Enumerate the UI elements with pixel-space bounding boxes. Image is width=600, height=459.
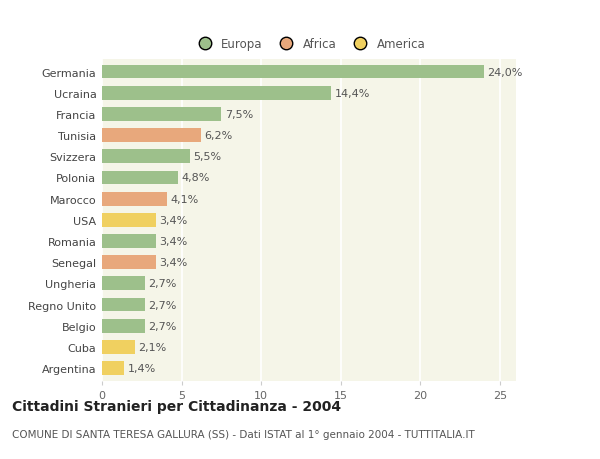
Bar	[102, 171, 178, 185]
Bar	[102, 192, 167, 206]
Bar	[102, 87, 331, 101]
Bar	[102, 129, 201, 143]
Text: 3,4%: 3,4%	[160, 215, 188, 225]
Text: 24,0%: 24,0%	[487, 67, 523, 78]
Text: 14,4%: 14,4%	[334, 89, 370, 99]
Bar	[102, 213, 156, 227]
Bar	[102, 66, 484, 79]
Text: 3,4%: 3,4%	[160, 257, 188, 268]
Text: 1,4%: 1,4%	[127, 363, 156, 373]
Text: 2,7%: 2,7%	[148, 321, 176, 331]
Bar	[102, 319, 145, 333]
Text: 7,5%: 7,5%	[224, 110, 253, 120]
Text: COMUNE DI SANTA TERESA GALLURA (SS) - Dati ISTAT al 1° gennaio 2004 - TUTTITALIA: COMUNE DI SANTA TERESA GALLURA (SS) - Da…	[12, 429, 475, 439]
Bar	[102, 340, 136, 354]
Text: 2,7%: 2,7%	[148, 279, 176, 289]
Bar	[102, 150, 190, 164]
Text: 2,7%: 2,7%	[148, 300, 176, 310]
Bar	[102, 235, 156, 248]
Text: 4,1%: 4,1%	[170, 194, 199, 204]
Bar	[102, 108, 221, 122]
Bar	[102, 256, 156, 269]
Bar	[102, 298, 145, 312]
Text: Cittadini Stranieri per Cittadinanza - 2004: Cittadini Stranieri per Cittadinanza - 2…	[12, 399, 341, 413]
Text: 5,5%: 5,5%	[193, 152, 221, 162]
Text: 3,4%: 3,4%	[160, 236, 188, 246]
Legend: Europa, Africa, America: Europa, Africa, America	[188, 34, 430, 56]
Bar	[102, 361, 124, 375]
Text: 4,8%: 4,8%	[182, 173, 210, 183]
Text: 2,1%: 2,1%	[139, 342, 167, 352]
Text: 6,2%: 6,2%	[204, 131, 232, 141]
Bar	[102, 277, 145, 291]
